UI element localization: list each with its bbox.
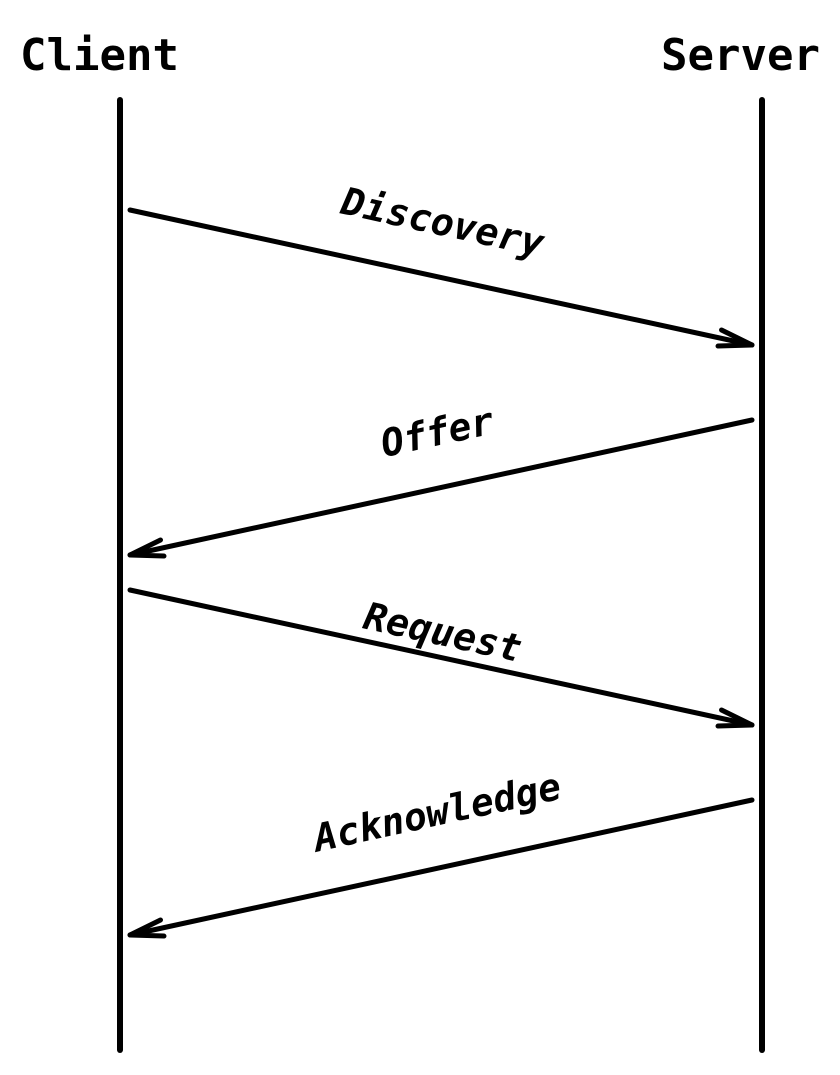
participant-client-label: Client [20,30,179,81]
message-discovery-label: Discovery [337,179,550,266]
sequence-diagram: ClientServerDiscoveryOfferRequestAcknowl… [0,0,840,1075]
diagram-svg: ClientServerDiscoveryOfferRequestAcknowl… [0,0,840,1075]
participant-server-label: Server [661,30,820,81]
message-offer-label: Offer [377,399,498,466]
